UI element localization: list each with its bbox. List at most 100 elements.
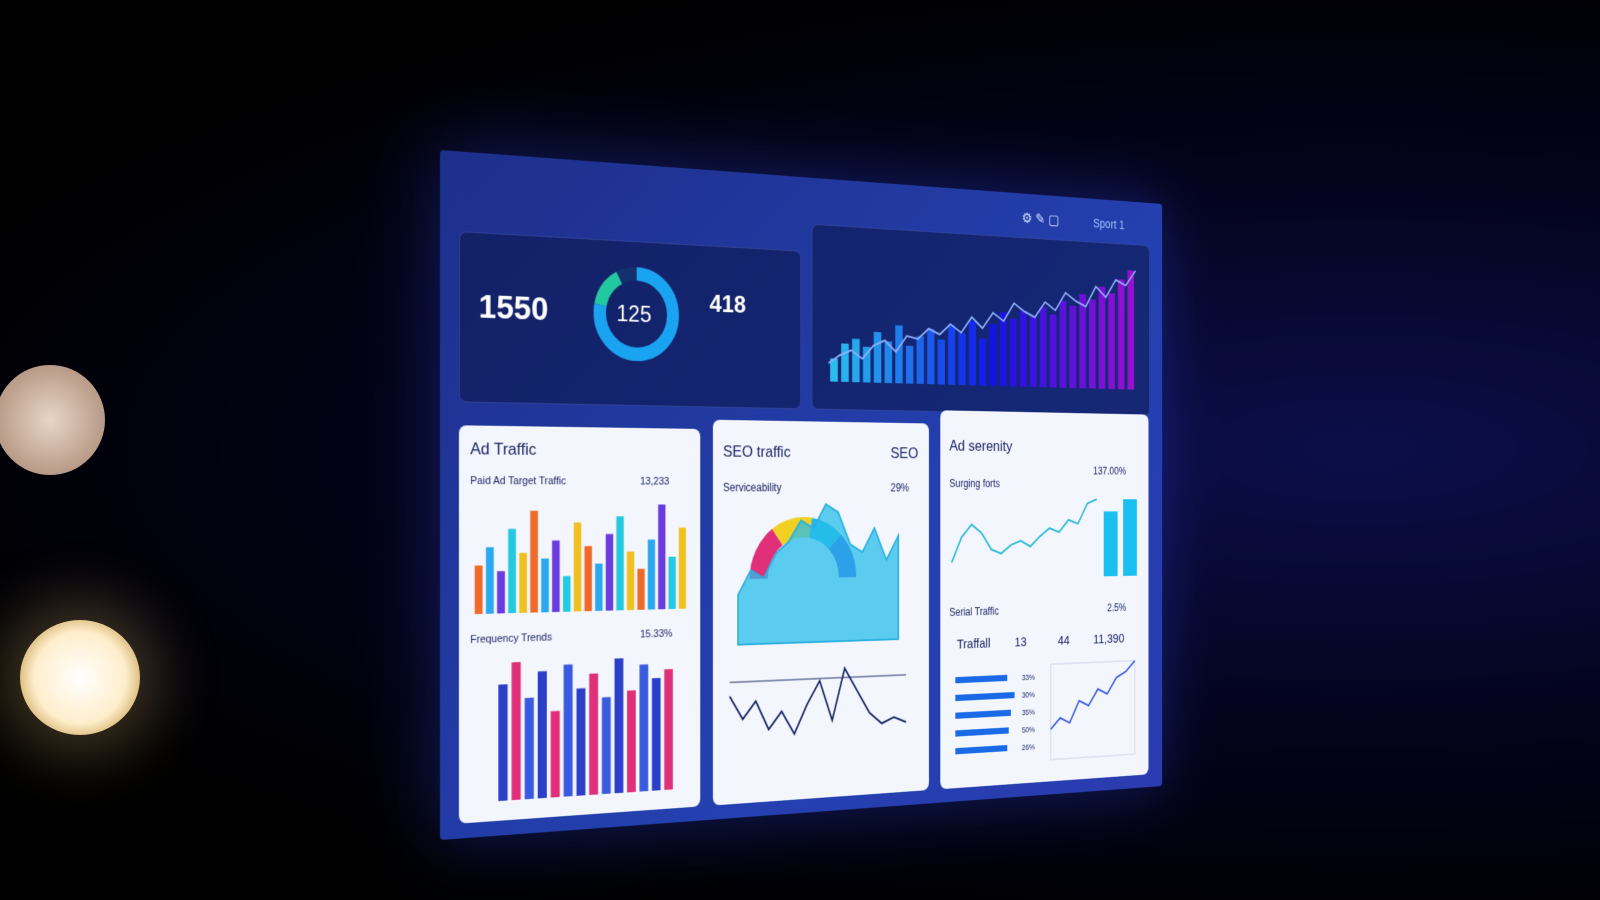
bar [927, 328, 935, 385]
bar [651, 677, 661, 791]
bar [916, 336, 924, 384]
table-cell: 11,390 [1093, 631, 1125, 647]
bar [873, 331, 882, 383]
frame [1051, 661, 1135, 760]
section-stat: 2.5% [1107, 601, 1127, 614]
line [1051, 661, 1135, 730]
bar [562, 575, 571, 612]
monitor: Sport 1 ⚙ ✎ ▢ 1550 125 418 Ad Traffic Pa… [440, 150, 1163, 840]
kpi-total: 1550 [478, 287, 549, 329]
card-title: Ad serenity [949, 437, 1013, 455]
lamp [20, 620, 140, 735]
bar-chart [498, 658, 673, 802]
bar [508, 528, 516, 614]
bar [563, 664, 573, 797]
line-chart [1051, 661, 1135, 760]
bar [519, 552, 527, 613]
bar [616, 516, 624, 611]
wall-clock [0, 365, 105, 475]
bar [614, 658, 624, 794]
combo-chart [952, 499, 1137, 577]
bar [524, 697, 534, 800]
card-stat: 137.00% [1093, 464, 1127, 478]
bar [1098, 286, 1106, 389]
section-title: Serial Traffic [949, 604, 999, 619]
trend-chart [828, 253, 1135, 390]
bar [841, 343, 849, 382]
bar [1123, 499, 1137, 576]
hbar-label: 33% [1022, 673, 1035, 683]
bar [627, 690, 636, 793]
line [952, 499, 1097, 562]
hbar [955, 674, 1008, 684]
bar [530, 510, 538, 613]
bar [1029, 316, 1037, 388]
bar [552, 540, 560, 613]
bar [1049, 314, 1057, 388]
table-cell: 13 [1014, 634, 1027, 650]
line-chart [730, 666, 906, 776]
bar [589, 673, 599, 795]
bar [862, 346, 871, 383]
bar [895, 325, 903, 384]
bar [1108, 293, 1115, 390]
bar [905, 345, 914, 384]
ad-traffic-card: Ad Traffic Paid Ad Target Traffic 13,233… [458, 425, 701, 824]
card-subtitle: Surging forts [949, 477, 1000, 490]
section-stat: 15.33% [640, 627, 673, 641]
toolbar-icons[interactable]: ⚙ ✎ ▢ [1021, 210, 1060, 229]
hbar-label: 35% [1022, 707, 1035, 717]
bar [647, 539, 656, 610]
bar [537, 671, 547, 799]
card-subtitle: Serviceability [723, 480, 782, 495]
bar [989, 324, 997, 386]
bar [601, 697, 611, 795]
bar [664, 669, 673, 790]
hbar-label: 50% [1022, 725, 1035, 735]
bar [573, 522, 582, 612]
card-stat: 13,233 [640, 475, 670, 488]
line [730, 666, 906, 738]
bar-chart [474, 504, 686, 615]
bar [1079, 294, 1087, 389]
bar [968, 320, 976, 386]
kpi-panel: 1550 125 418 [458, 231, 802, 410]
card-tag: SEO [890, 444, 919, 462]
bar [639, 664, 649, 792]
bar [1069, 305, 1077, 389]
card-title: Ad Traffic [470, 439, 537, 459]
bar [658, 504, 666, 610]
bar [852, 338, 860, 383]
bar [576, 688, 586, 796]
bar [1117, 279, 1125, 390]
bar [485, 547, 494, 614]
bar [999, 312, 1007, 387]
hbar-chart: 33% 30% 35% 50% 26% [955, 673, 1035, 755]
hbar [955, 691, 1015, 702]
area [738, 504, 898, 645]
bar [497, 571, 505, 614]
trend-panel [811, 223, 1150, 417]
hbar [955, 727, 1009, 737]
bar [678, 527, 686, 609]
bar [1088, 299, 1096, 389]
section-title: Frequency Trends [470, 631, 552, 647]
bar [605, 534, 614, 611]
bar [511, 662, 521, 801]
rule [730, 675, 906, 683]
bar [1019, 310, 1027, 387]
bar [979, 338, 987, 386]
bar [498, 684, 508, 802]
hbar-label: 30% [1022, 690, 1035, 700]
user-label[interactable]: Sport 1 [1093, 215, 1125, 232]
kpi-donut-label: 125 [616, 300, 652, 329]
bar [1059, 300, 1067, 388]
bar [1127, 270, 1135, 390]
seo-card: SEO traffic SEO Serviceability 29% [713, 419, 929, 806]
hbar [955, 744, 1008, 755]
bar [1039, 306, 1047, 388]
bar [550, 710, 560, 798]
seo-chart [738, 504, 898, 645]
